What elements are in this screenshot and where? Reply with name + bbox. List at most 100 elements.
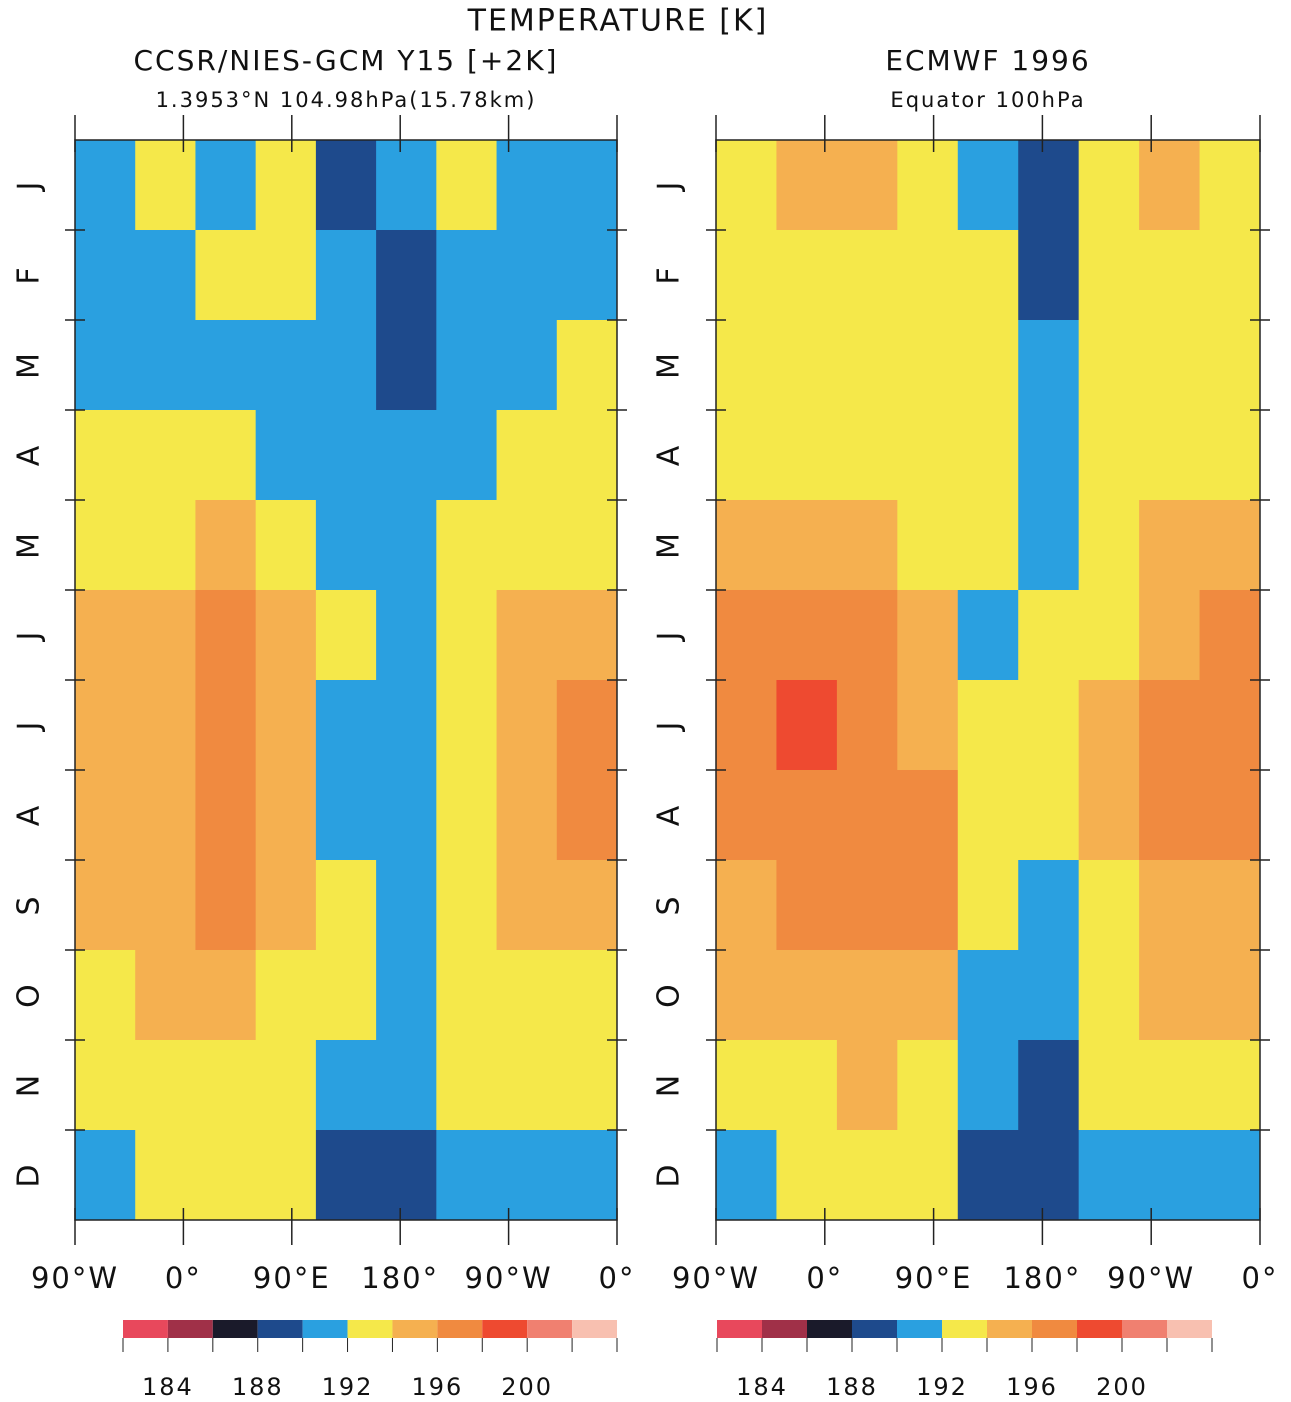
heat-cell: [1199, 860, 1261, 951]
heat-cell: [1018, 770, 1080, 861]
heat-cell: [1199, 680, 1261, 771]
heat-cell: [315, 1040, 377, 1131]
heat-cell: [376, 140, 437, 231]
heat-cell: [1018, 860, 1080, 951]
heat-cell: [376, 1040, 437, 1131]
heat-cell: [836, 1040, 898, 1131]
heat-cell: [1078, 230, 1140, 321]
heat-cell: [255, 680, 317, 771]
heat-cell: [255, 320, 317, 411]
heat-cell: [75, 500, 136, 591]
heat-cell: [496, 140, 558, 231]
heat-cell: [376, 500, 437, 591]
heat-cell: [1139, 770, 1201, 861]
heat-cell: [897, 320, 959, 411]
colorbar-label: 184: [736, 1373, 788, 1401]
heat-cell: [195, 590, 257, 681]
heat-cell: [556, 410, 618, 501]
heat-cell: [255, 230, 317, 321]
colorbar-box: [257, 1320, 303, 1338]
heat-cell: [1199, 410, 1261, 501]
x-tick-label: 0°: [599, 1261, 636, 1295]
heat-cell: [556, 500, 618, 591]
heat-cell: [836, 230, 898, 321]
heat-cell: [1139, 410, 1201, 501]
heat-cell: [1139, 230, 1201, 321]
heat-cell: [957, 860, 1019, 951]
month-label: N: [652, 1073, 687, 1097]
heat-cell: [1078, 950, 1140, 1041]
heat-cell: [556, 1130, 618, 1221]
heat-cell: [496, 860, 558, 951]
colorbar-box: [123, 1320, 168, 1338]
heat-cell: [776, 1130, 838, 1221]
heat-cell: [496, 950, 558, 1041]
colorbar-label: 192: [916, 1373, 968, 1401]
month-label: M: [12, 531, 47, 559]
colorbar-box: [347, 1320, 393, 1338]
month-label: M: [652, 531, 687, 559]
heat-cell: [897, 230, 959, 321]
colorbar-box: [762, 1320, 807, 1338]
heat-cell: [1018, 500, 1080, 591]
colorbar-box: [1122, 1320, 1167, 1338]
heat-cell: [436, 1040, 498, 1131]
heat-cell: [716, 1040, 777, 1131]
heat-cell: [1078, 680, 1140, 771]
heat-cell: [1139, 500, 1201, 591]
x-tick-label: 0°: [806, 1261, 843, 1295]
heat-cell: [897, 410, 959, 501]
colorbar-label: 200: [1096, 1373, 1148, 1401]
x-tick-label: 90°E: [895, 1261, 973, 1295]
heat-cell: [75, 410, 136, 501]
heat-cell: [556, 140, 618, 231]
colorbar-box: [527, 1320, 573, 1338]
heat-cell: [1139, 860, 1201, 951]
heat-cell: [1018, 680, 1080, 771]
heat-cell: [776, 410, 838, 501]
heat-cell: [315, 500, 377, 591]
colorbar-label: 188: [826, 1373, 878, 1401]
heat-cell: [135, 1130, 196, 1221]
month-label: D: [12, 1162, 47, 1187]
heat-cell: [1139, 320, 1201, 411]
heat-cell: [897, 680, 959, 771]
heat-cell: [1018, 950, 1080, 1041]
heat-cell: [897, 590, 959, 681]
heat-cell: [836, 590, 898, 681]
heat-cell: [315, 770, 377, 861]
heat-cell: [255, 1130, 317, 1221]
heat-cell: [1018, 590, 1080, 681]
heat-cell: [776, 950, 838, 1041]
colorbar-box: [212, 1320, 258, 1338]
heat-cell: [776, 770, 838, 861]
heat-cell: [436, 230, 498, 321]
heat-cell: [1078, 500, 1140, 591]
heat-cell: [556, 590, 618, 681]
heat-cell: [897, 770, 959, 861]
heat-cell: [1199, 500, 1261, 591]
colorbar-box: [167, 1320, 213, 1338]
heat-cell: [1078, 860, 1140, 951]
heat-cell: [1199, 1040, 1261, 1131]
heat-cell: [556, 950, 618, 1041]
heat-cell: [496, 590, 558, 681]
heat-cell: [556, 860, 618, 951]
heat-cell: [195, 770, 257, 861]
heat-cell: [1018, 1130, 1080, 1221]
heat-cell: [376, 1130, 437, 1221]
heat-cell: [836, 680, 898, 771]
heat-cell: [1139, 950, 1201, 1041]
month-label: J: [12, 630, 47, 643]
heat-cell: [436, 1130, 498, 1221]
month-label: J: [652, 630, 687, 643]
heat-cell: [1139, 1040, 1201, 1131]
heat-cell: [75, 1040, 136, 1131]
heat-cell: [376, 590, 437, 681]
month-label: J: [12, 720, 47, 733]
heat-cell: [776, 1040, 838, 1131]
month-label: A: [12, 444, 47, 467]
heat-cell: [135, 410, 196, 501]
colorbar-box: [572, 1320, 617, 1338]
colorbar-box: [717, 1320, 762, 1338]
